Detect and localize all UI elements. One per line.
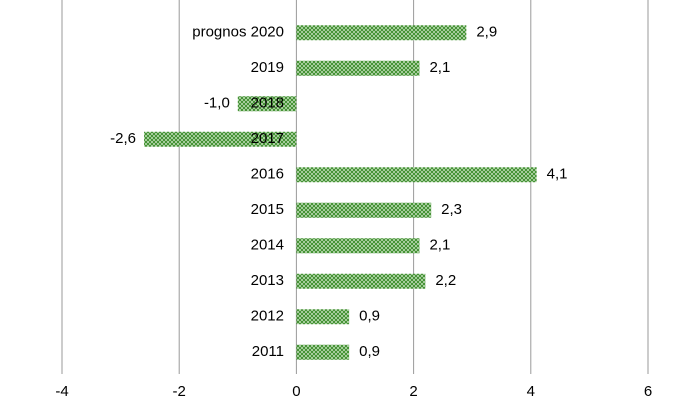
x-tick-label: 2 (409, 383, 417, 400)
x-tick-label: 4 (527, 383, 535, 400)
category-label: 2015 (251, 201, 284, 218)
x-tick-label: 0 (292, 383, 300, 400)
value-label: 2,3 (441, 201, 462, 218)
category-label: 2011 (252, 343, 284, 360)
value-label: -2,6 (110, 130, 136, 147)
value-label: 0,9 (359, 308, 380, 325)
category-label: 2019 (251, 59, 284, 76)
bar (296, 202, 432, 218)
bar (237, 96, 297, 112)
value-label: 2,1 (429, 59, 450, 76)
x-tick-label: 6 (644, 383, 652, 400)
bar (296, 25, 467, 41)
category-label: 2014 (251, 237, 284, 254)
category-label: 2016 (251, 166, 284, 183)
value-label: 2,2 (435, 272, 456, 289)
category-label: 2013 (251, 272, 284, 289)
value-label: 2,1 (429, 237, 450, 254)
category-label: 2012 (251, 308, 284, 325)
value-label: 4,1 (547, 166, 568, 183)
category-label: prognos 2020 (192, 24, 284, 41)
value-label: 0,9 (359, 343, 380, 360)
bar (296, 273, 426, 289)
x-tick-label: -2 (173, 383, 186, 400)
category-label: 2018 (251, 95, 284, 112)
bar (296, 167, 537, 183)
bar (296, 309, 350, 325)
bar (144, 131, 297, 147)
value-label: -1,0 (204, 95, 230, 112)
bar (296, 344, 350, 360)
value-label: 2,9 (476, 24, 497, 41)
bar (296, 60, 420, 76)
bar (296, 238, 420, 254)
category-label: 2017 (251, 130, 284, 147)
x-tick-label: -4 (55, 383, 68, 400)
